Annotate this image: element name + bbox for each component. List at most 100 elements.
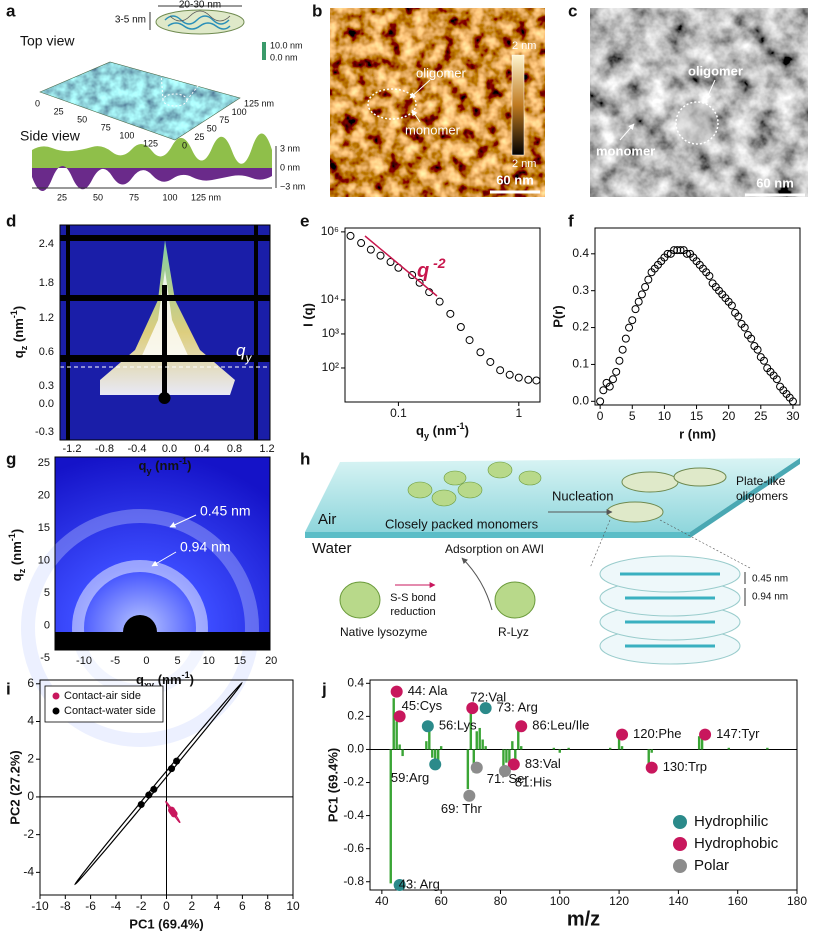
waxs-image	[55, 457, 270, 650]
color-scale	[262, 42, 266, 60]
frame	[59, 224, 271, 441]
oligomer	[606, 501, 664, 523]
axis-label: qy	[236, 341, 252, 365]
y-tick-label: 0.4	[347, 675, 364, 689]
tick-label: 100	[232, 107, 247, 117]
bar	[389, 749, 392, 884]
tick-label: 0	[44, 619, 50, 631]
legend-box	[44, 685, 164, 723]
monomer	[457, 481, 483, 499]
axis-label: I (q)	[300, 303, 315, 327]
y-tick-label: -0.2	[343, 775, 364, 789]
point	[740, 323, 749, 332]
point-label: 81:His	[515, 774, 552, 789]
bar	[567, 747, 570, 750]
scale-label: 10.0 nm	[270, 40, 303, 50]
oligomer	[673, 467, 727, 487]
tick-label: 1.2	[39, 312, 54, 324]
label-part: z	[19, 345, 29, 350]
point-label: 73: Arg	[497, 700, 538, 715]
x-tick-label: 2	[188, 899, 195, 913]
point	[615, 356, 624, 365]
y-tick-label: 2	[27, 751, 34, 765]
arrow	[169, 514, 197, 528]
point	[435, 297, 444, 306]
tick-label: 1.2	[259, 443, 274, 455]
bar	[766, 747, 769, 750]
bar	[437, 749, 440, 765]
x-tick-label: 20	[722, 409, 736, 423]
tick-label: 3 nm	[280, 143, 300, 153]
afm-image	[330, 8, 545, 197]
x-tick-label: 0	[597, 409, 604, 423]
point-label: 59:Arg	[391, 770, 429, 785]
bar	[481, 739, 484, 750]
detector-gap	[60, 235, 270, 241]
point	[476, 348, 485, 357]
point	[753, 345, 762, 354]
tick-label: 1.8	[39, 277, 54, 289]
panel-c: oligomer monomer 60 nm	[590, 8, 808, 197]
point	[507, 758, 520, 771]
x-tick-label: 60	[434, 894, 448, 908]
y-tick-label: 6	[27, 676, 34, 690]
frame	[54, 456, 271, 651]
bar	[617, 736, 621, 750]
point	[641, 283, 650, 291]
point	[524, 375, 533, 384]
y-tick-label: -2	[23, 827, 34, 841]
bar	[425, 741, 428, 750]
tick-label: 0	[143, 655, 149, 667]
axis-label: PC2 (27.2%)	[7, 750, 22, 824]
point	[479, 702, 492, 715]
y-tick-label: 0.0	[347, 742, 364, 756]
oligomer-inset	[155, 9, 245, 35]
point-label: 120:Phe	[633, 726, 681, 741]
scale-label: 0.0 nm	[270, 52, 298, 62]
bar	[398, 744, 401, 750]
strands	[169, 10, 231, 22]
label-part: z	[17, 568, 27, 573]
annotation: reduction	[390, 606, 435, 618]
bar	[428, 731, 431, 750]
point	[628, 316, 637, 325]
legend-label: Contact-water side	[64, 705, 156, 717]
annotation: Plate-like	[736, 474, 786, 488]
confidence-ellipse	[165, 800, 181, 823]
bar	[558, 749, 561, 753]
point	[772, 375, 781, 384]
legend-label: Contact-air side	[64, 690, 141, 702]
tick-label: 125 nm	[244, 98, 274, 108]
legend-marker	[673, 859, 687, 873]
y-tick-label: 0.0	[572, 393, 589, 407]
y-tick-label: -0.4	[343, 808, 364, 822]
x-tick-label: 80	[494, 894, 508, 908]
y-tick-label: -4	[23, 865, 34, 879]
tick-label: 100	[162, 192, 177, 202]
plot-frame	[369, 679, 798, 891]
legend-marker	[673, 815, 687, 829]
point-label: 44: Ala	[408, 683, 449, 698]
point	[612, 367, 621, 376]
tick-label: -0.8	[95, 443, 114, 455]
point	[446, 309, 455, 318]
point	[644, 275, 653, 284]
label-part: -1	[7, 533, 17, 541]
bar	[514, 749, 517, 760]
label-part: (nm	[429, 423, 456, 438]
legend-marker	[52, 707, 60, 715]
guide	[659, 519, 751, 569]
bar	[608, 747, 612, 750]
x-tick-label: -10	[31, 899, 49, 913]
point-label: 56:Lys	[439, 718, 477, 733]
point-label: 72:Val	[470, 690, 506, 705]
axis-label: PC1 (69.4%)	[325, 748, 340, 822]
point	[421, 720, 434, 733]
point	[596, 397, 605, 406]
legend-marker	[52, 692, 60, 700]
tick-label: 2.4	[39, 238, 54, 250]
annotation: oligomer	[688, 63, 743, 78]
point	[599, 386, 608, 395]
color-bar-label: 2 nm	[512, 40, 536, 52]
